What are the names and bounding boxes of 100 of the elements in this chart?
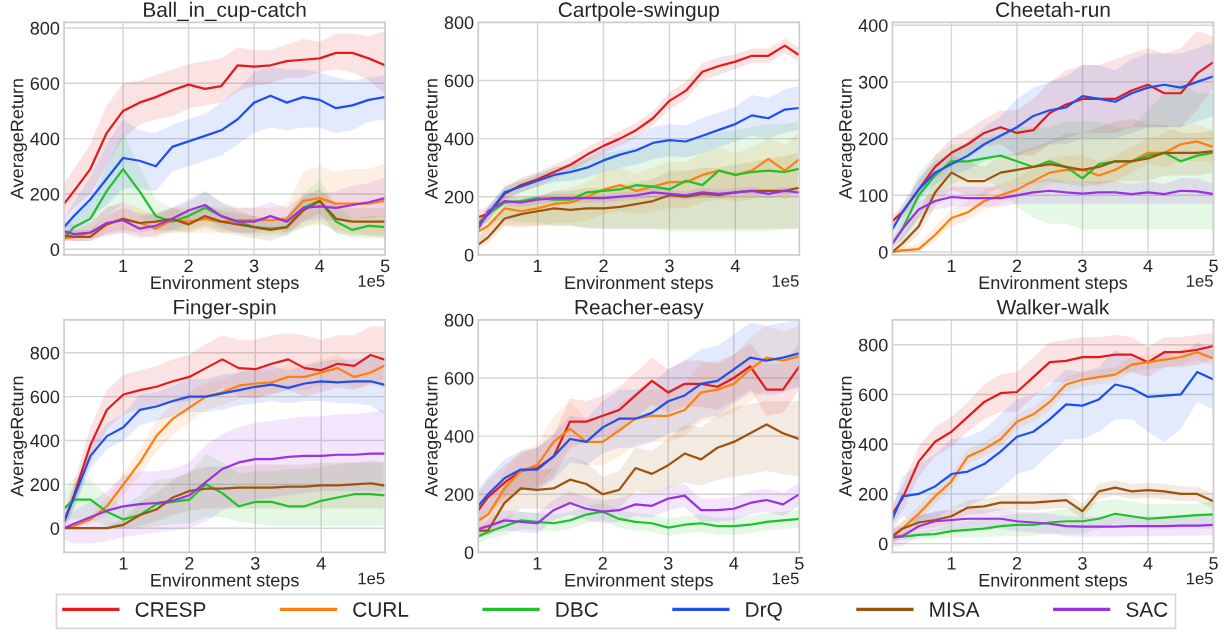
y-tick-label: 0 [464, 248, 474, 262]
y-tick-label: 0 [50, 522, 60, 535]
y-tick-label: 0 [50, 243, 60, 257]
y-tick-label: 800 [30, 21, 60, 35]
y-tick-label: 200 [859, 487, 888, 501]
line-series [478, 107, 800, 227]
x-tick-label: 2 [598, 556, 607, 570]
x-tick-label: 3 [250, 556, 260, 570]
y-axis-title: AverageReturn [10, 376, 27, 497]
line-series [892, 189, 1214, 245]
x-tick-label: 4 [1143, 259, 1153, 273]
x-tick-label: 4 [316, 557, 326, 570]
chart-title: Reacher-easy [575, 299, 704, 319]
text: 1e5 [772, 275, 799, 287]
x-tick-label: 4 [315, 259, 325, 273]
x-tick-label: 1 [947, 557, 956, 570]
chart-title: Walker-walk [996, 299, 1110, 315]
line-series [892, 370, 1214, 520]
x-axis-title: Environment steps [979, 275, 1128, 293]
y-tick-label: 600 [444, 371, 474, 385]
y-tick-label: 200 [30, 478, 60, 492]
legend-label: CURL [353, 602, 409, 617]
y-tick-label: 600 [859, 388, 888, 402]
text: 1e5 [358, 275, 385, 287]
y-tick-label: 600 [30, 390, 60, 404]
chart-title: Ball_in_cup-catch [144, 1, 306, 22]
legend-label: MISA [930, 602, 980, 617]
text: 1e5 [1186, 275, 1213, 287]
x-tick-label: 5 [1209, 557, 1218, 570]
x-tick-label: 1 [119, 557, 128, 570]
x-axis-title: Environment steps [151, 275, 299, 293]
line-series [892, 517, 1214, 539]
y-tick-label: 400 [30, 132, 60, 146]
y-tick-label: 200 [30, 187, 60, 201]
x-tick-label: 3 [663, 556, 673, 570]
line-series [478, 157, 800, 233]
legend-label: DBC [556, 602, 598, 617]
y-tick-label: 400 [30, 434, 60, 448]
y-tick-label: 800 [858, 338, 888, 352]
x-tick-label: 1 [119, 259, 128, 273]
x-axis-title: Environment steps [151, 573, 299, 591]
x-tick-label: 2 [599, 259, 608, 273]
line-series [64, 482, 385, 530]
y-tick-label: 300 [858, 75, 888, 89]
x-tick-label: 2 [184, 259, 193, 273]
y-tick-label: 200 [444, 190, 474, 204]
line-series [64, 483, 385, 521]
legend-label: SAC [1126, 602, 1168, 617]
x-tick-label: 4 [729, 557, 739, 570]
text: 1e5 [358, 572, 385, 585]
line-series [478, 168, 800, 224]
chart-title: Cheetah-run [996, 1, 1110, 18]
legend-label: DrQ [746, 602, 782, 621]
line-series [478, 423, 800, 532]
x-tick-label: 1 [947, 259, 956, 273]
x-tick-label: 1 [533, 557, 542, 570]
y-tick-label: 800 [444, 313, 474, 327]
y-tick-label: 100 [859, 189, 888, 203]
x-axis-title: Environment steps [565, 573, 713, 591]
x-tick-label: 4 [1143, 557, 1153, 570]
x-axis-title: Environment steps [979, 573, 1128, 591]
y-tick-label: 600 [30, 77, 60, 90]
line-series [64, 94, 386, 229]
line-series [892, 486, 1214, 538]
y-tick-label: 400 [444, 132, 474, 146]
line-series [478, 510, 800, 538]
y-tick-label: 200 [444, 488, 474, 501]
line-series [64, 51, 386, 205]
y-axis-title: AverageReturn [839, 376, 856, 497]
line-series [478, 186, 800, 246]
line-series [478, 493, 800, 531]
y-tick-label: 0 [878, 537, 888, 551]
x-tick-label: 2 [1012, 259, 1022, 273]
x-tick-label: 3 [665, 259, 674, 273]
y-tick-label: 0 [464, 546, 474, 560]
y-axis-title: AverageReturn [425, 79, 442, 200]
x-tick-label: 5 [380, 259, 390, 273]
y-tick-label: 400 [858, 438, 888, 451]
x-tick-label: 1 [533, 259, 542, 273]
y-tick-label: 200 [859, 132, 888, 146]
y-tick-label: 400 [444, 430, 474, 443]
legend-label: CRESP [135, 602, 206, 617]
y-tick-label: 800 [444, 16, 474, 30]
x-tick-label: 2 [1012, 556, 1022, 570]
chart-title: Cartpole-swingup [558, 1, 719, 22]
x-tick-label: 5 [795, 557, 804, 570]
x-tick-label: 4 [730, 259, 740, 273]
y-tick-label: 400 [858, 19, 888, 32]
y-tick-label: 600 [444, 74, 474, 88]
x-tick-label: 3 [1078, 259, 1087, 273]
x-tick-label: 5 [1209, 259, 1218, 273]
text: 1e5 [1186, 572, 1213, 585]
x-tick-label: 2 [185, 556, 194, 570]
chart-title: Finger-spin [174, 299, 276, 319]
x-axis-title: Environment steps [565, 275, 713, 293]
y-axis-title: AverageReturn [10, 79, 27, 200]
x-tick-label: 3 [249, 259, 259, 273]
y-tick-label: 0 [878, 245, 888, 259]
y-tick-label: 800 [30, 346, 60, 360]
y-axis-title: AverageReturn [839, 79, 856, 200]
